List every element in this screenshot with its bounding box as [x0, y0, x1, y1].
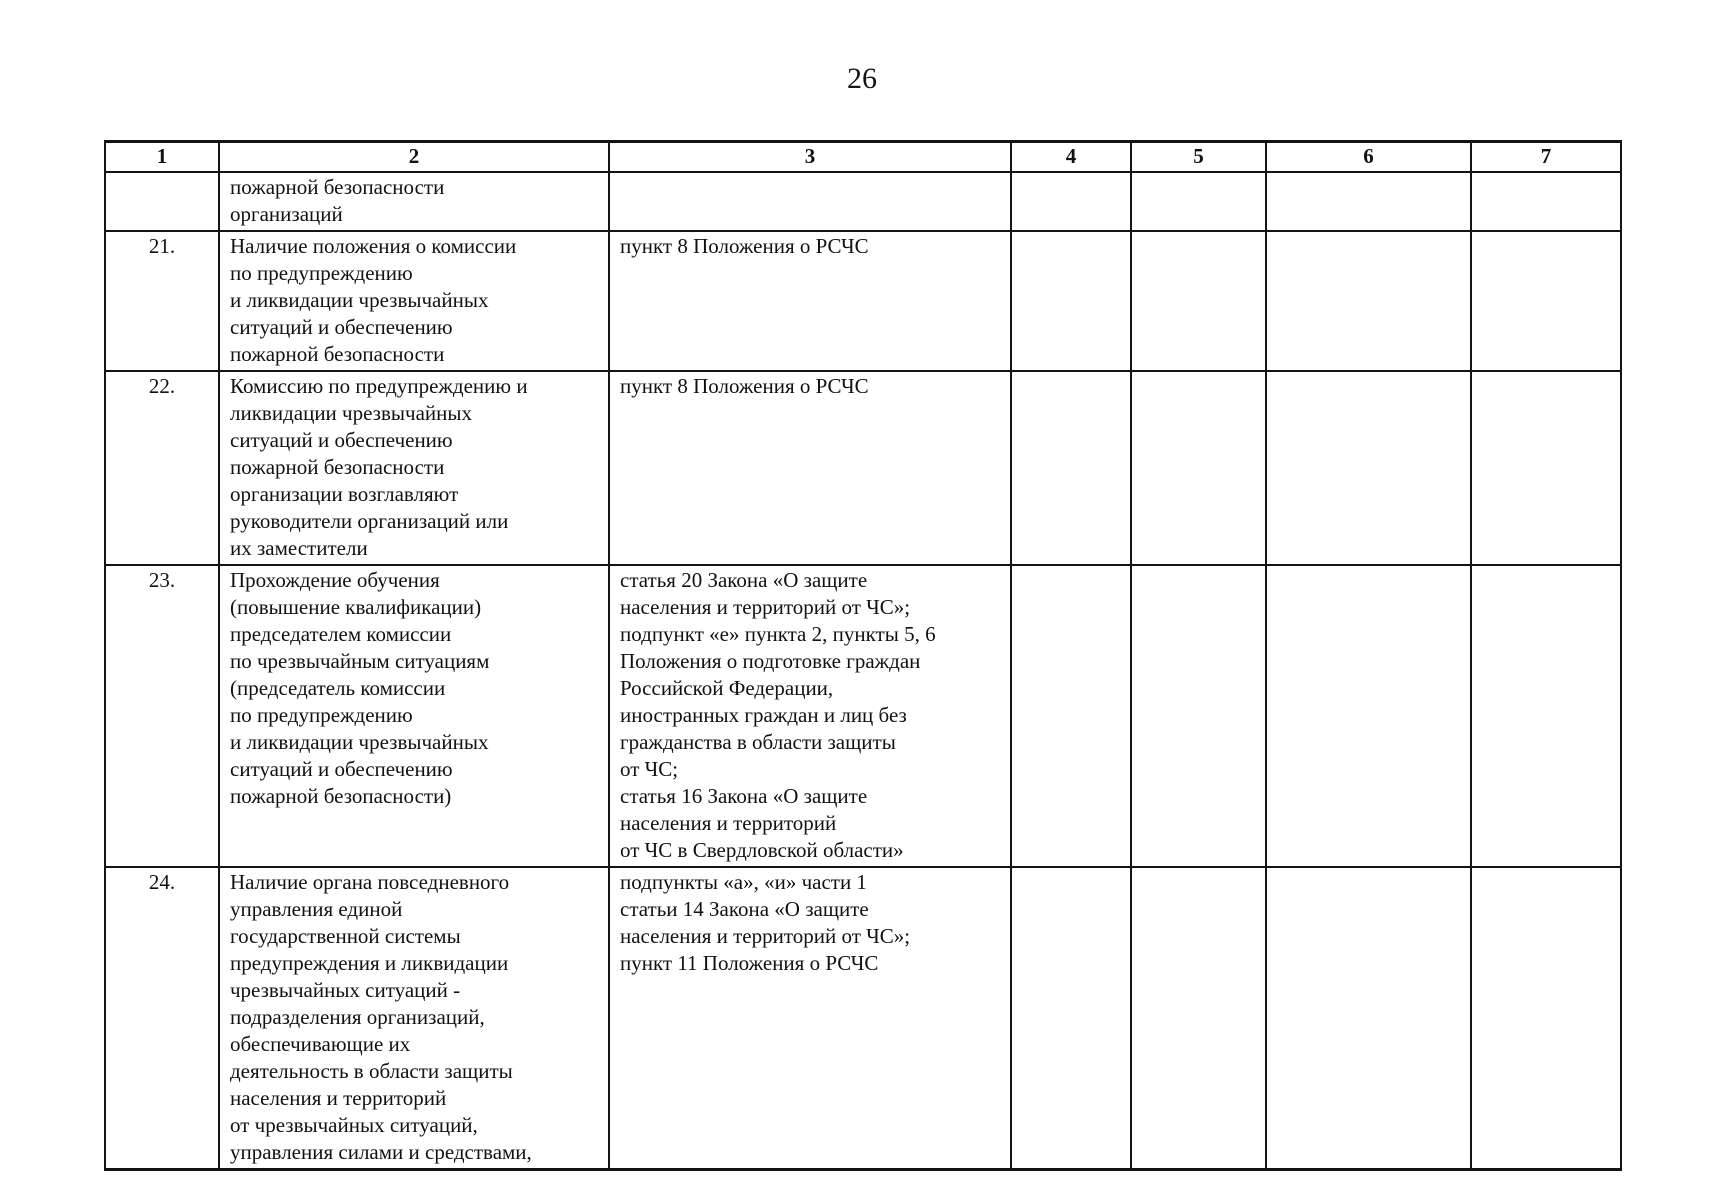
- column-header-5: 5: [1130, 140, 1267, 173]
- empty-cell-col6: [1265, 230, 1472, 372]
- column-header-6: 6: [1265, 140, 1472, 173]
- table-row-continuation: пожарной безопасности организаций: [104, 171, 1622, 232]
- column-header-1: 1: [104, 140, 220, 173]
- empty-cell-col4: [1010, 866, 1132, 1171]
- column-header-3: 3: [608, 140, 1012, 173]
- criterion-cell: Наличие органа повседневного управления …: [218, 866, 610, 1171]
- empty-cell-col6: [1265, 866, 1472, 1171]
- page-number: 26: [847, 62, 877, 95]
- empty-cell-col6: [1265, 564, 1472, 868]
- empty-cell-col5: [1130, 171, 1267, 232]
- table-row-22: 22. Комиссию по предупреждению и ликвида…: [104, 370, 1622, 566]
- legal-basis-cell: пункт 8 Положения о РСЧС: [608, 230, 1012, 372]
- legal-basis-cell: [608, 171, 1012, 232]
- row-number-cell: [104, 171, 220, 232]
- empty-cell-col4: [1010, 171, 1132, 232]
- compliance-table: 1 2 3 4 5 6 7 пожарной безопасности орга…: [104, 140, 1622, 1171]
- legal-basis-cell: статья 20 Закона «О защите населения и т…: [608, 564, 1012, 868]
- column-header-7: 7: [1470, 140, 1622, 173]
- empty-cell-col5: [1130, 866, 1267, 1171]
- empty-cell-col6: [1265, 171, 1472, 232]
- criterion-cell: Наличие положения о комиссии по предупре…: [218, 230, 610, 372]
- empty-cell-col6: [1265, 370, 1472, 566]
- empty-cell-col4: [1010, 564, 1132, 868]
- table-row-24: 24. Наличие органа повседневного управле…: [104, 866, 1622, 1171]
- empty-cell-col7: [1470, 370, 1622, 566]
- table-header-row: 1 2 3 4 5 6 7: [104, 140, 1622, 173]
- empty-cell-col5: [1130, 564, 1267, 868]
- criterion-cell: Прохождение обучения (повышение квалифик…: [218, 564, 610, 868]
- empty-cell-col7: [1470, 230, 1622, 372]
- empty-cell-col7: [1470, 866, 1622, 1171]
- row-number-cell: 23.: [104, 564, 220, 868]
- row-number-cell: 22.: [104, 370, 220, 566]
- empty-cell-col4: [1010, 370, 1132, 566]
- table-row-21: 21. Наличие положения о комиссии по пред…: [104, 230, 1622, 372]
- row-number-cell: 21.: [104, 230, 220, 372]
- empty-cell-col4: [1010, 230, 1132, 372]
- legal-basis-cell: подпункты «а», «и» части 1 статьи 14 Зак…: [608, 866, 1012, 1171]
- column-header-2: 2: [218, 140, 610, 173]
- legal-basis-cell: пункт 8 Положения о РСЧС: [608, 370, 1012, 566]
- criterion-cell: Комиссию по предупреждению и ликвидации …: [218, 370, 610, 566]
- empty-cell-col5: [1130, 230, 1267, 372]
- table-row-23: 23. Прохождение обучения (повышение квал…: [104, 564, 1622, 868]
- empty-cell-col5: [1130, 370, 1267, 566]
- criterion-cell: пожарной безопасности организаций: [218, 171, 610, 232]
- empty-cell-col7: [1470, 171, 1622, 232]
- compliance-table-wrapper: 1 2 3 4 5 6 7 пожарной безопасности орга…: [104, 140, 1622, 1171]
- empty-cell-col7: [1470, 564, 1622, 868]
- column-header-4: 4: [1010, 140, 1132, 173]
- row-number-cell: 24.: [104, 866, 220, 1171]
